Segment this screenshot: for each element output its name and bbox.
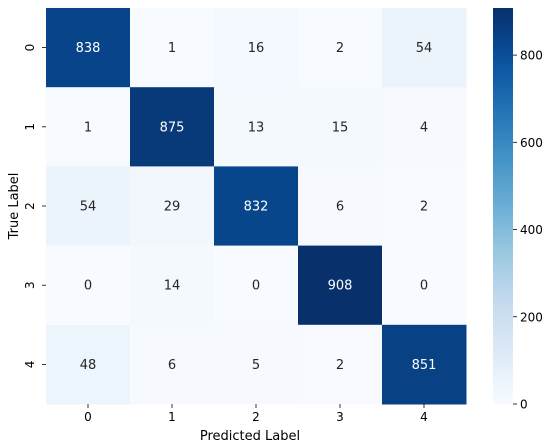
heatmap-cell-2-2 [214, 166, 299, 247]
cell-value-1-2: 13 [248, 120, 265, 135]
heatmap-cell-0-0 [46, 8, 131, 88]
heatmap-cell-1-0 [46, 87, 131, 167]
cell-value-1-0: 1 [84, 120, 92, 135]
y-tick-label-2: 2 [23, 202, 37, 210]
cell-value-3-2: 0 [252, 279, 260, 294]
heatmap-cell-1-1 [130, 87, 215, 167]
y-axis: 0 1 2 3 4 [23, 44, 46, 368]
colorbar: 0 200 400 600 800 [493, 8, 543, 412]
cell-value-2-2: 832 [244, 200, 269, 215]
heatmap-cell-0-1 [130, 8, 215, 88]
x-tick-label-3: 3 [336, 410, 344, 424]
heatmap-cell-4-1 [130, 324, 215, 405]
x-axis-label: Predicted Label [200, 429, 300, 444]
heatmap-cell-1-3 [298, 87, 383, 167]
colorbar-tick-label-2: 400 [520, 223, 543, 237]
y-tick-label-3: 3 [23, 281, 37, 289]
heatmap-cell-0-4 [382, 8, 467, 88]
colorbar-tick-label-1: 200 [520, 310, 543, 324]
heatmap-cells [46, 8, 467, 405]
heatmap-cell-2-3 [298, 166, 383, 247]
heatmap-cell-4-2 [214, 324, 299, 405]
cell-value-4-1: 6 [168, 358, 176, 373]
cell-value-0-1: 1 [168, 41, 176, 56]
cell-value-3-1: 14 [164, 279, 181, 294]
cell-value-4-0: 48 [80, 358, 97, 373]
cell-value-3-0: 0 [84, 279, 92, 294]
cell-value-1-1: 875 [160, 120, 185, 135]
cell-value-4-3: 2 [336, 358, 344, 373]
heatmap-cell-4-4 [382, 324, 467, 405]
heatmap-cell-1-2 [214, 87, 299, 167]
cell-value-1-4: 4 [420, 120, 428, 135]
heatmap-cell-4-3 [298, 324, 383, 405]
cell-value-2-0: 54 [80, 200, 97, 215]
heatmap-cell-0-2 [214, 8, 299, 88]
cell-value-2-4: 2 [420, 200, 428, 215]
cell-value-0-3: 2 [336, 41, 344, 56]
x-tick-label-2: 2 [252, 410, 260, 424]
cell-value-4-2: 5 [252, 358, 260, 373]
cell-value-3-4: 0 [420, 279, 428, 294]
heatmap-cell-2-0 [46, 166, 131, 247]
cell-value-0-4: 54 [416, 41, 433, 56]
x-tick-label-4: 4 [420, 410, 428, 424]
heatmap-cell-3-2 [214, 245, 299, 326]
heatmap-cell-0-3 [298, 8, 383, 88]
colorbar-tick-label-0: 0 [520, 398, 528, 412]
cell-value-4-4: 851 [412, 358, 437, 373]
cell-value-1-3: 15 [332, 120, 349, 135]
cell-value-2-1: 29 [164, 200, 181, 215]
y-tick-label-4: 4 [23, 361, 37, 369]
heatmap-cell-2-4 [382, 166, 467, 247]
cell-value-2-3: 6 [336, 200, 344, 215]
x-axis: 0 1 2 3 4 [84, 404, 428, 424]
cell-value-3-3: 908 [328, 279, 353, 294]
cell-value-0-2: 16 [248, 41, 265, 56]
y-tick-label-0: 0 [23, 44, 37, 52]
heatmap-cell-3-4 [382, 245, 467, 326]
cell-annotations: 838 1 16 2 54 1 875 13 15 4 54 29 832 6 2 0 14 0 908 0 48 6 5 2… [76, 41, 437, 373]
y-tick-label-1: 1 [23, 123, 37, 131]
x-tick-label-1: 1 [168, 410, 176, 424]
cell-value-0-0: 838 [76, 41, 101, 56]
heatmap-cell-1-4 [382, 87, 467, 167]
colorbar-tick-label-4: 800 [520, 49, 543, 63]
colorbar-gradient [493, 8, 513, 404]
heatmap-cell-4-0 [46, 324, 131, 405]
colorbar-tick-label-3: 600 [520, 136, 543, 150]
y-axis-label: True Label [7, 173, 22, 241]
heatmap-cell-3-3 [298, 245, 383, 326]
heatmap-cell-2-1 [130, 166, 215, 247]
x-tick-label-0: 0 [84, 410, 92, 424]
heatmap-cell-3-1 [130, 245, 215, 326]
heatmap-cell-3-0 [46, 245, 131, 326]
